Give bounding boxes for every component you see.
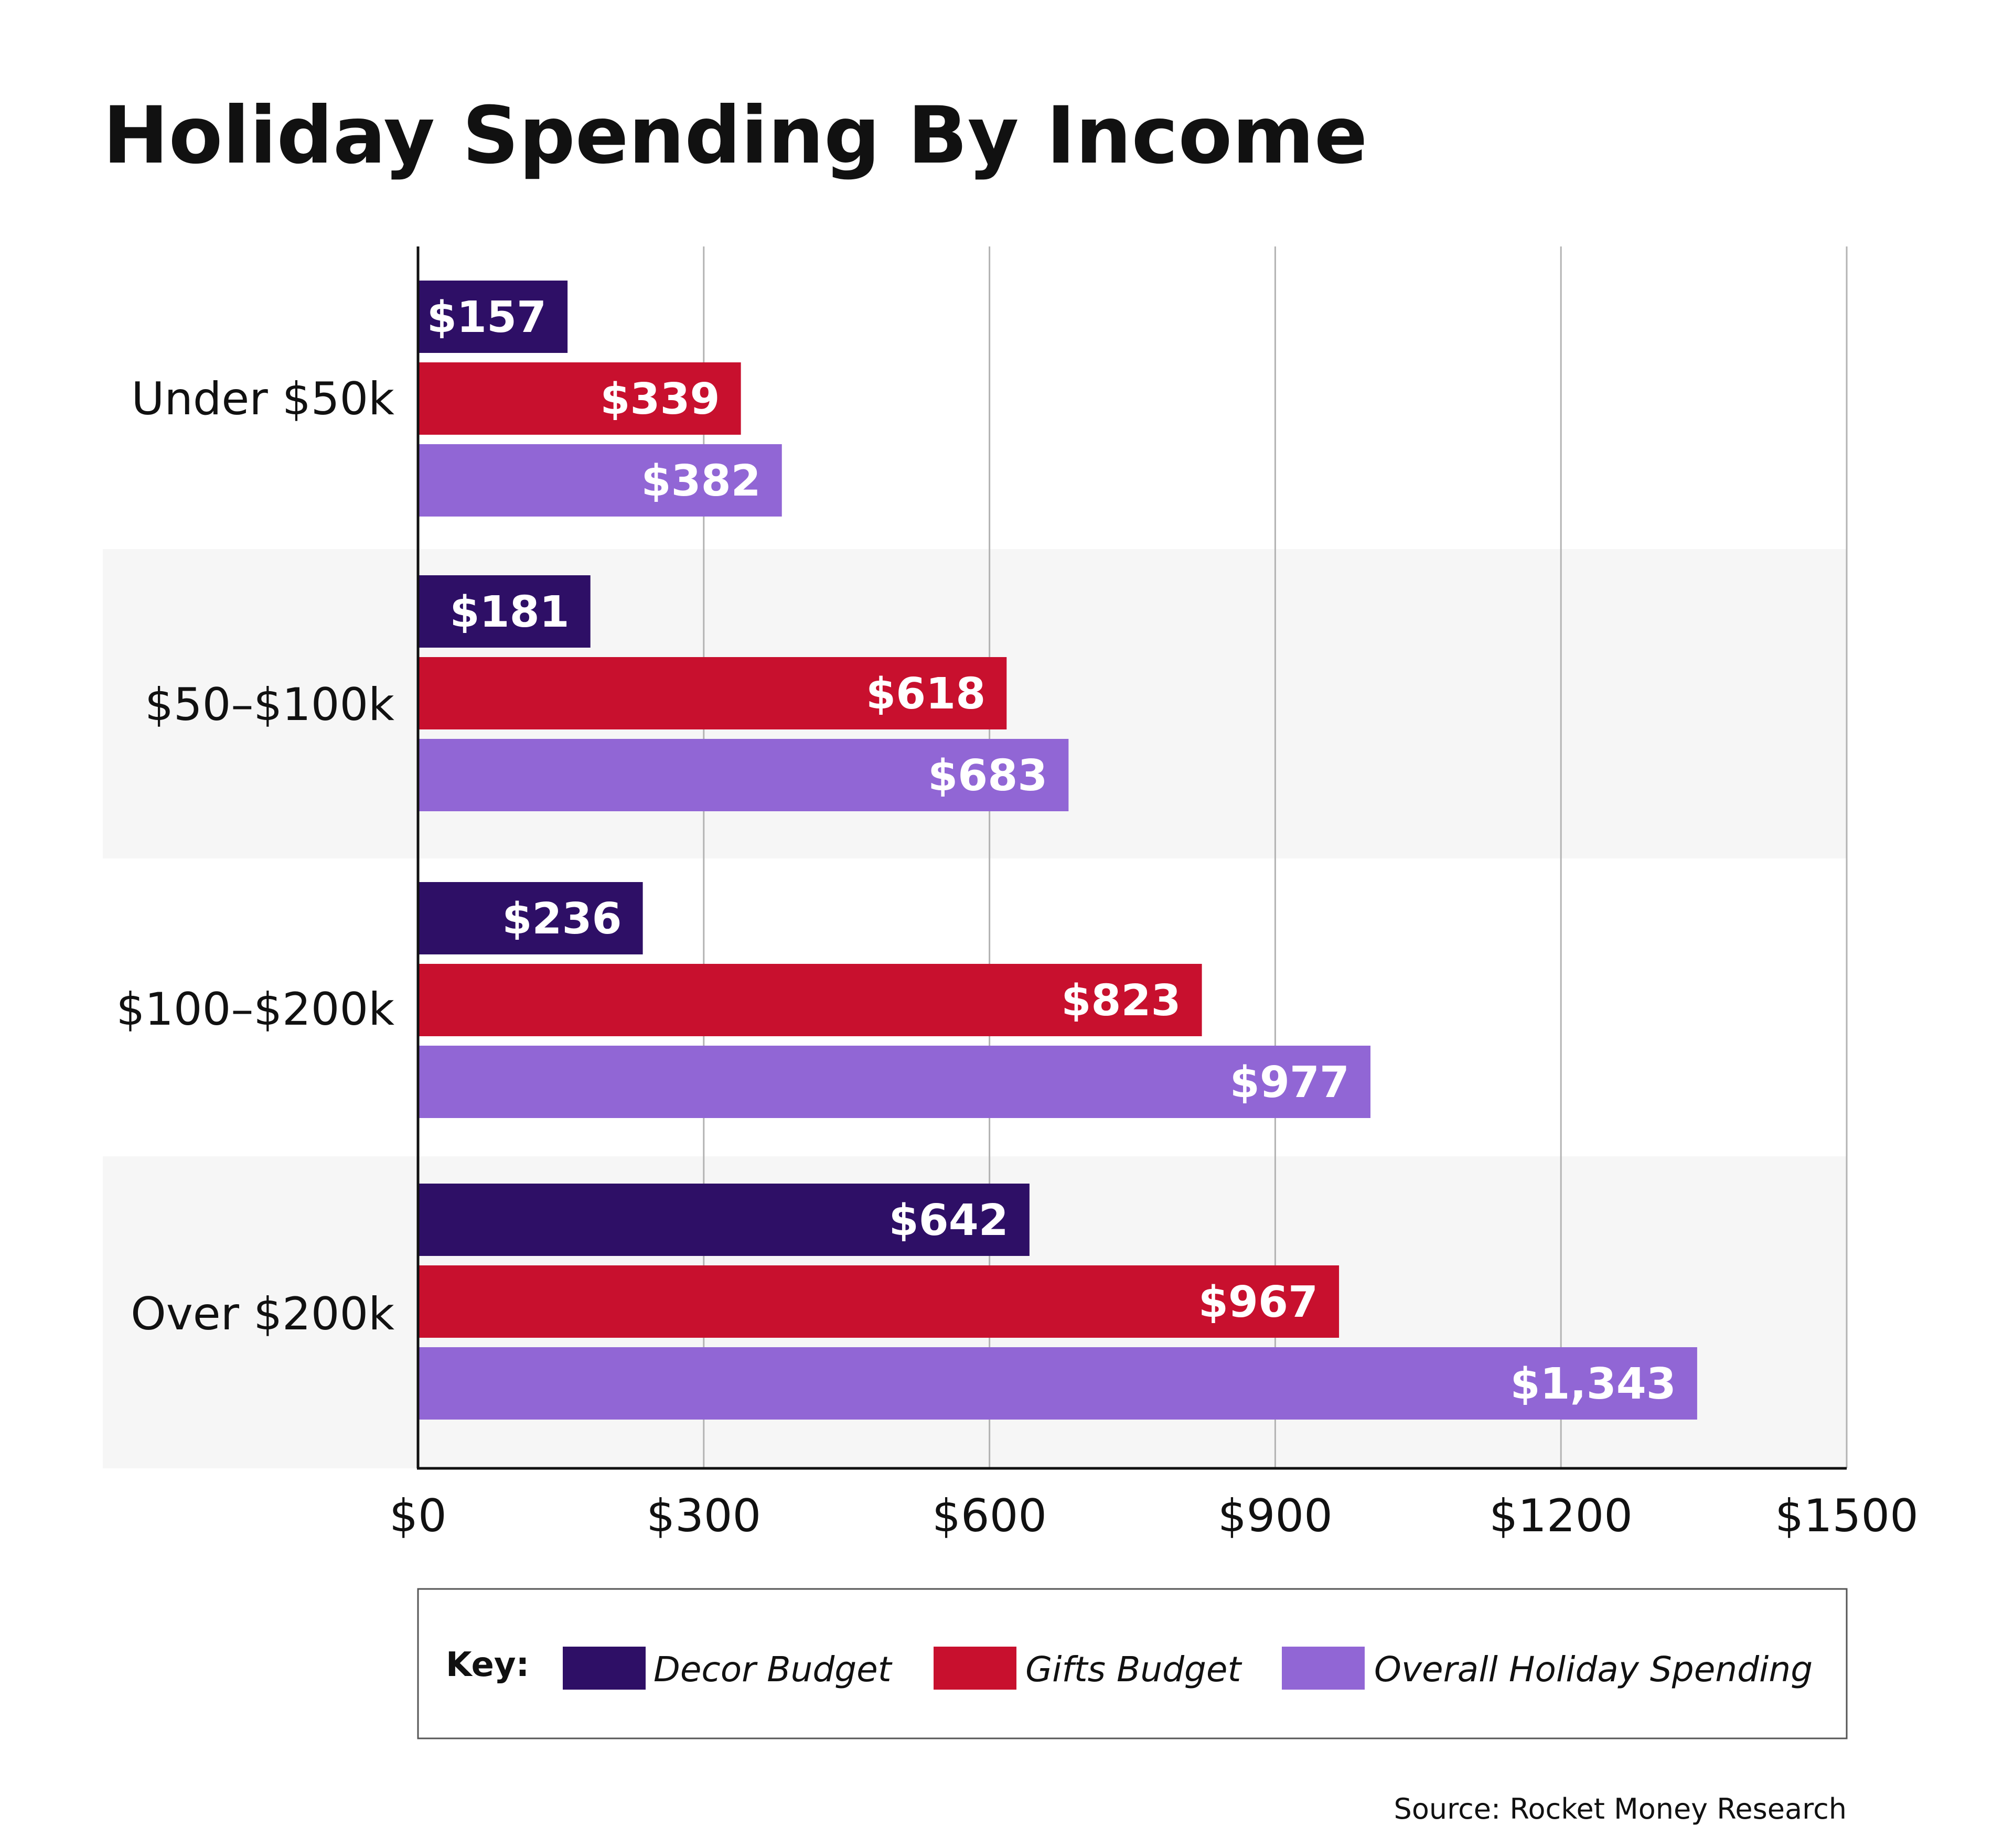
category-label-100-200k: $100–$200k [116,983,394,1036]
bar-value-label: $967 [1198,1277,1318,1327]
bar-value-label: $236 [502,894,622,944]
bar-value-label: $181 [449,587,569,637]
x-tick-label: $600 [932,1490,1047,1542]
bars: $157 $339 $382 $181 $618 $683 $236 $823 $977 $642… [418,281,1697,1420]
chart-title: Holiday Spending By Income [103,90,1367,181]
bar-value-label: $157 [427,293,547,342]
bar-value-label: $977 [1230,1058,1349,1108]
legend-swatch-overall-holiday-spending [1282,1647,1365,1690]
x-tick-label: $900 [1218,1490,1333,1542]
x-tick-label: $1200 [1489,1490,1633,1542]
category-label-50-100k: $50–$100k [145,679,394,731]
bar-decor-budget-50-100k [418,575,591,648]
legend-box [417,1588,1848,1739]
legend-label-gifts-budget: Gifts Budget [1025,1649,1242,1690]
bar-decor-budget-under-50k [418,281,568,353]
bar-gifts-budget-over-200k [418,1265,1340,1338]
legend-title: Key: [446,1646,529,1684]
bar-overall-holiday-spending-50-100k [418,739,1069,811]
bar-overall-holiday-spending-under-50k [418,444,782,517]
bar-value-label: $683 [928,751,1047,801]
category-label-over-200k: Over $200k [131,1288,394,1340]
source-note: Source: Rocket Money Research [1394,1792,1847,1825]
bar-value-label: $339 [600,374,720,424]
bar-value-label: $1,343 [1510,1359,1676,1409]
legend-label-overall-holiday-spending: Overall Holiday Spending [1374,1649,1813,1690]
legend-swatch-gifts-budget [934,1647,1016,1690]
category-label-under-50k: Under $50k [131,373,394,425]
bar-value-label: $823 [1061,976,1181,1026]
x-tick-label: $300 [646,1490,761,1542]
bar-value-label: $382 [641,456,760,506]
bar-gifts-budget-50-100k [418,657,1007,729]
x-tick-label: $1500 [1775,1490,1919,1542]
bar-value-label: $618 [866,669,985,719]
legend-label-decor-budget: Decor Budget [654,1649,893,1690]
x-tick-label: $0 [389,1490,446,1542]
bar-decor-budget-100-200k [418,882,643,954]
bar-overall-holiday-spending-100-200k [418,1046,1370,1118]
legend-swatch-decor-budget [563,1647,646,1690]
bar-value-label: $642 [889,1196,1009,1245]
bar-overall-holiday-spending-over-200k [418,1347,1697,1420]
legend: Key: Decor Budget Gifts Budget Overall H… [417,1588,1848,1739]
bar-decor-budget-over-200k [418,1184,1030,1256]
bar-gifts-budget-under-50k [418,362,741,435]
axes: Under $50k $50–$100k $100–$200k Over $200k $… [116,246,1919,1542]
bar-gifts-budget-100-200k [418,964,1202,1036]
